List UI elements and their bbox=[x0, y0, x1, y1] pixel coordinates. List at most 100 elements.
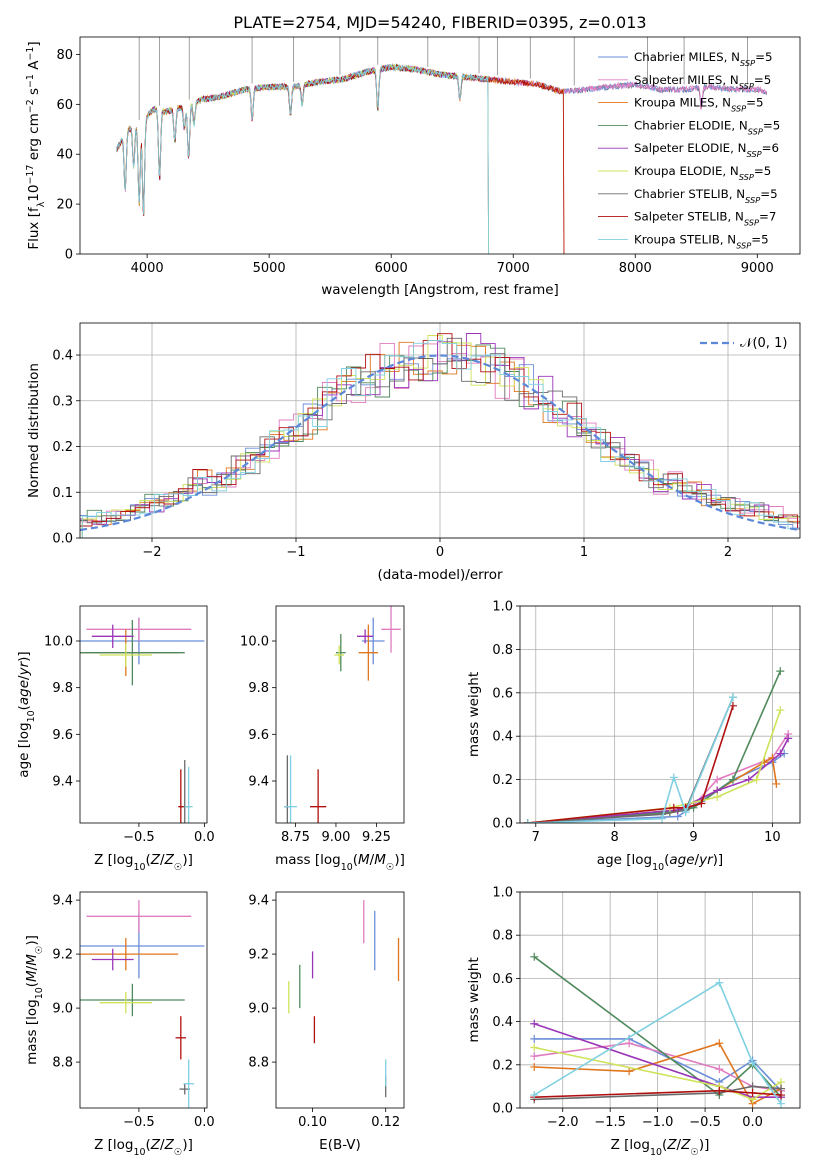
y-tick-label: 10.0 bbox=[240, 635, 269, 650]
age_vs_mass-panel: 8.75 9.00 9.25 9.4 9.6 9.8 10.0 mass [log10(M/M… bbox=[240, 605, 405, 873]
x-axis-label: (data-model)/error bbox=[377, 567, 503, 583]
weight-point-marker bbox=[784, 734, 793, 743]
weight-point-marker bbox=[530, 1062, 539, 1071]
y-tick-label: 0.0 bbox=[52, 532, 73, 547]
spectrum-line bbox=[116, 64, 565, 254]
weight-series-line bbox=[527, 738, 789, 823]
legend-label: Salpeter MILES, NSSP=5 bbox=[634, 73, 771, 91]
weight-point-marker bbox=[777, 1091, 786, 1100]
weight-point-marker bbox=[530, 1034, 539, 1043]
weight-point-marker bbox=[728, 701, 737, 710]
weight-point-marker bbox=[715, 978, 724, 987]
age_vs_Z-panel: −0.5 0.0 9.4 9.6 9.8 10.0 Z [log10(Z/Z☉)] age [… bbox=[16, 605, 215, 873]
y-axis-label: mass weight bbox=[466, 957, 482, 1042]
weight-point-marker bbox=[748, 1088, 757, 1097]
weight-series-line bbox=[527, 709, 782, 823]
y-axis-label: Normed distribution bbox=[26, 363, 42, 498]
mass_vs_EBV-panel: 0.10 0.12 8.8 9.0 9.2 9.4 E(B-V) bbox=[248, 891, 405, 1153]
x-axis-label: E(B-V) bbox=[319, 1137, 361, 1153]
y-tick-label: 0.1 bbox=[52, 486, 73, 501]
y-tick-label: 60 bbox=[56, 98, 73, 113]
y-tick-label: 0.4 bbox=[492, 730, 513, 745]
residuals-panel: −2 −1 0 1 2 0.0 0.1 0.2 0.3 0.4 (data-model)/error… bbox=[26, 322, 801, 583]
x-tick-label: 0.0 bbox=[194, 830, 215, 845]
weight-point-marker bbox=[625, 1067, 634, 1076]
x-tick-label: 9.00 bbox=[321, 830, 350, 845]
gaussian-curve bbox=[80, 354, 800, 532]
y-tick-label: 9.2 bbox=[52, 948, 73, 963]
histogram-series bbox=[81, 341, 800, 538]
legend-label: 𝒩(0, 1) bbox=[740, 336, 787, 351]
axes-frame bbox=[275, 605, 405, 824]
y-tick-label: 9.4 bbox=[248, 894, 269, 909]
y-tick-label: 9.0 bbox=[52, 1002, 73, 1017]
x-axis-label: age [log10(age/yr)] bbox=[597, 852, 723, 873]
y-tick-label: 0.6 bbox=[492, 686, 513, 701]
y-tick-label: 9.4 bbox=[52, 775, 73, 790]
x-tick-label: −1.0 bbox=[642, 1115, 674, 1130]
residuals-plot-area bbox=[80, 333, 800, 538]
spectrum-line bbox=[116, 63, 489, 254]
x-tick-label: 8 bbox=[611, 830, 619, 845]
histogram-series bbox=[81, 335, 800, 538]
y-tick-label: 40 bbox=[56, 148, 73, 163]
x-tick-label: 0.12 bbox=[371, 1115, 400, 1130]
x-tick-label: −1.5 bbox=[594, 1115, 626, 1130]
x-tick-label: 9000 bbox=[741, 261, 774, 276]
legend-label: Chabrier ELODIE, NSSP=5 bbox=[634, 118, 780, 136]
y-tick-label: 9.6 bbox=[248, 728, 269, 743]
x-tick-label: 0.0 bbox=[194, 1115, 215, 1130]
y-tick-label: 0.3 bbox=[52, 394, 73, 409]
x-axis-label: Z [log10(Z/Z☉)] bbox=[611, 1137, 710, 1158]
x-tick-label: 9.25 bbox=[362, 830, 391, 845]
weight-series-line bbox=[534, 1085, 782, 1101]
x-tick-label: 1 bbox=[580, 545, 588, 560]
weight-series-line bbox=[527, 696, 734, 823]
x-tick-label: 10 bbox=[764, 830, 781, 845]
legend-label: Salpeter STELIB, NSSP=7 bbox=[634, 210, 776, 228]
spectrum-panel: 4000 5000 6000 7000 8000 9000 0 20 40 60 80 PLATE=2… bbox=[25, 13, 801, 298]
x-tick-label: 7 bbox=[532, 830, 540, 845]
y-tick-label: 9.4 bbox=[52, 894, 73, 909]
x-tick-label: 9 bbox=[689, 830, 697, 845]
y-tick-label: 0 bbox=[65, 248, 73, 263]
x-tick-label: −0.5 bbox=[123, 830, 155, 845]
histogram-series bbox=[80, 333, 800, 530]
x-tick-label: 2 bbox=[724, 545, 732, 560]
axes-frame bbox=[79, 891, 208, 1109]
y-tick-label: 0.2 bbox=[492, 773, 513, 788]
weight-point-marker bbox=[530, 1043, 539, 1052]
y-axis-label: mass [log10(M/M☉)] bbox=[24, 935, 45, 1065]
weight-point-marker bbox=[776, 667, 785, 676]
y-tick-label: 0.8 bbox=[492, 929, 513, 944]
y-tick-label: 0.2 bbox=[492, 1058, 513, 1073]
weight-series-line bbox=[527, 670, 782, 823]
weight-point-marker bbox=[530, 952, 539, 961]
weight_vs_age-panel: 7 8 9 10 0.0 0.2 0.4 0.6 0.8 1.0 mass weight age [l… bbox=[466, 600, 801, 873]
legend-label: Chabrier STELIB, NSSP=5 bbox=[634, 187, 778, 205]
y-tick-label: 9.2 bbox=[248, 948, 269, 963]
spectrum-plot-area bbox=[116, 37, 768, 254]
histogram-series bbox=[80, 342, 800, 524]
weight-point-marker bbox=[777, 1099, 786, 1108]
mass_vs_EBV-plot-area bbox=[288, 900, 400, 1098]
weight-series-line bbox=[527, 705, 734, 823]
x-axis-label: Z [log10(Z/Z☉)] bbox=[94, 1137, 193, 1158]
y-axis-label: Flux [fλ10−17 erg cm−2 s−1 A−1] bbox=[25, 41, 47, 249]
legend-label: Chabrier MILES, NSSP=5 bbox=[634, 50, 772, 68]
y-axis-label: mass weight bbox=[466, 672, 482, 757]
legend-label: Kroupa STELIB, NSSP=5 bbox=[634, 232, 769, 250]
axes-frame bbox=[519, 891, 801, 1109]
x-axis-label: wavelength [Angstrom, rest frame] bbox=[321, 282, 559, 298]
mass_vs_Z-plot-area bbox=[80, 900, 205, 1108]
y-tick-label: 20 bbox=[56, 198, 73, 213]
y-tick-label: 10.0 bbox=[44, 635, 73, 650]
legend-label: Salpeter ELODIE, NSSP=6 bbox=[634, 141, 779, 159]
y-tick-label: 0.0 bbox=[492, 817, 513, 832]
weight-point-marker bbox=[713, 792, 722, 801]
weight-point-marker bbox=[752, 775, 761, 784]
weight-point-marker bbox=[681, 808, 690, 817]
y-tick-label: 1.0 bbox=[492, 600, 513, 615]
axes-frame bbox=[519, 605, 801, 824]
